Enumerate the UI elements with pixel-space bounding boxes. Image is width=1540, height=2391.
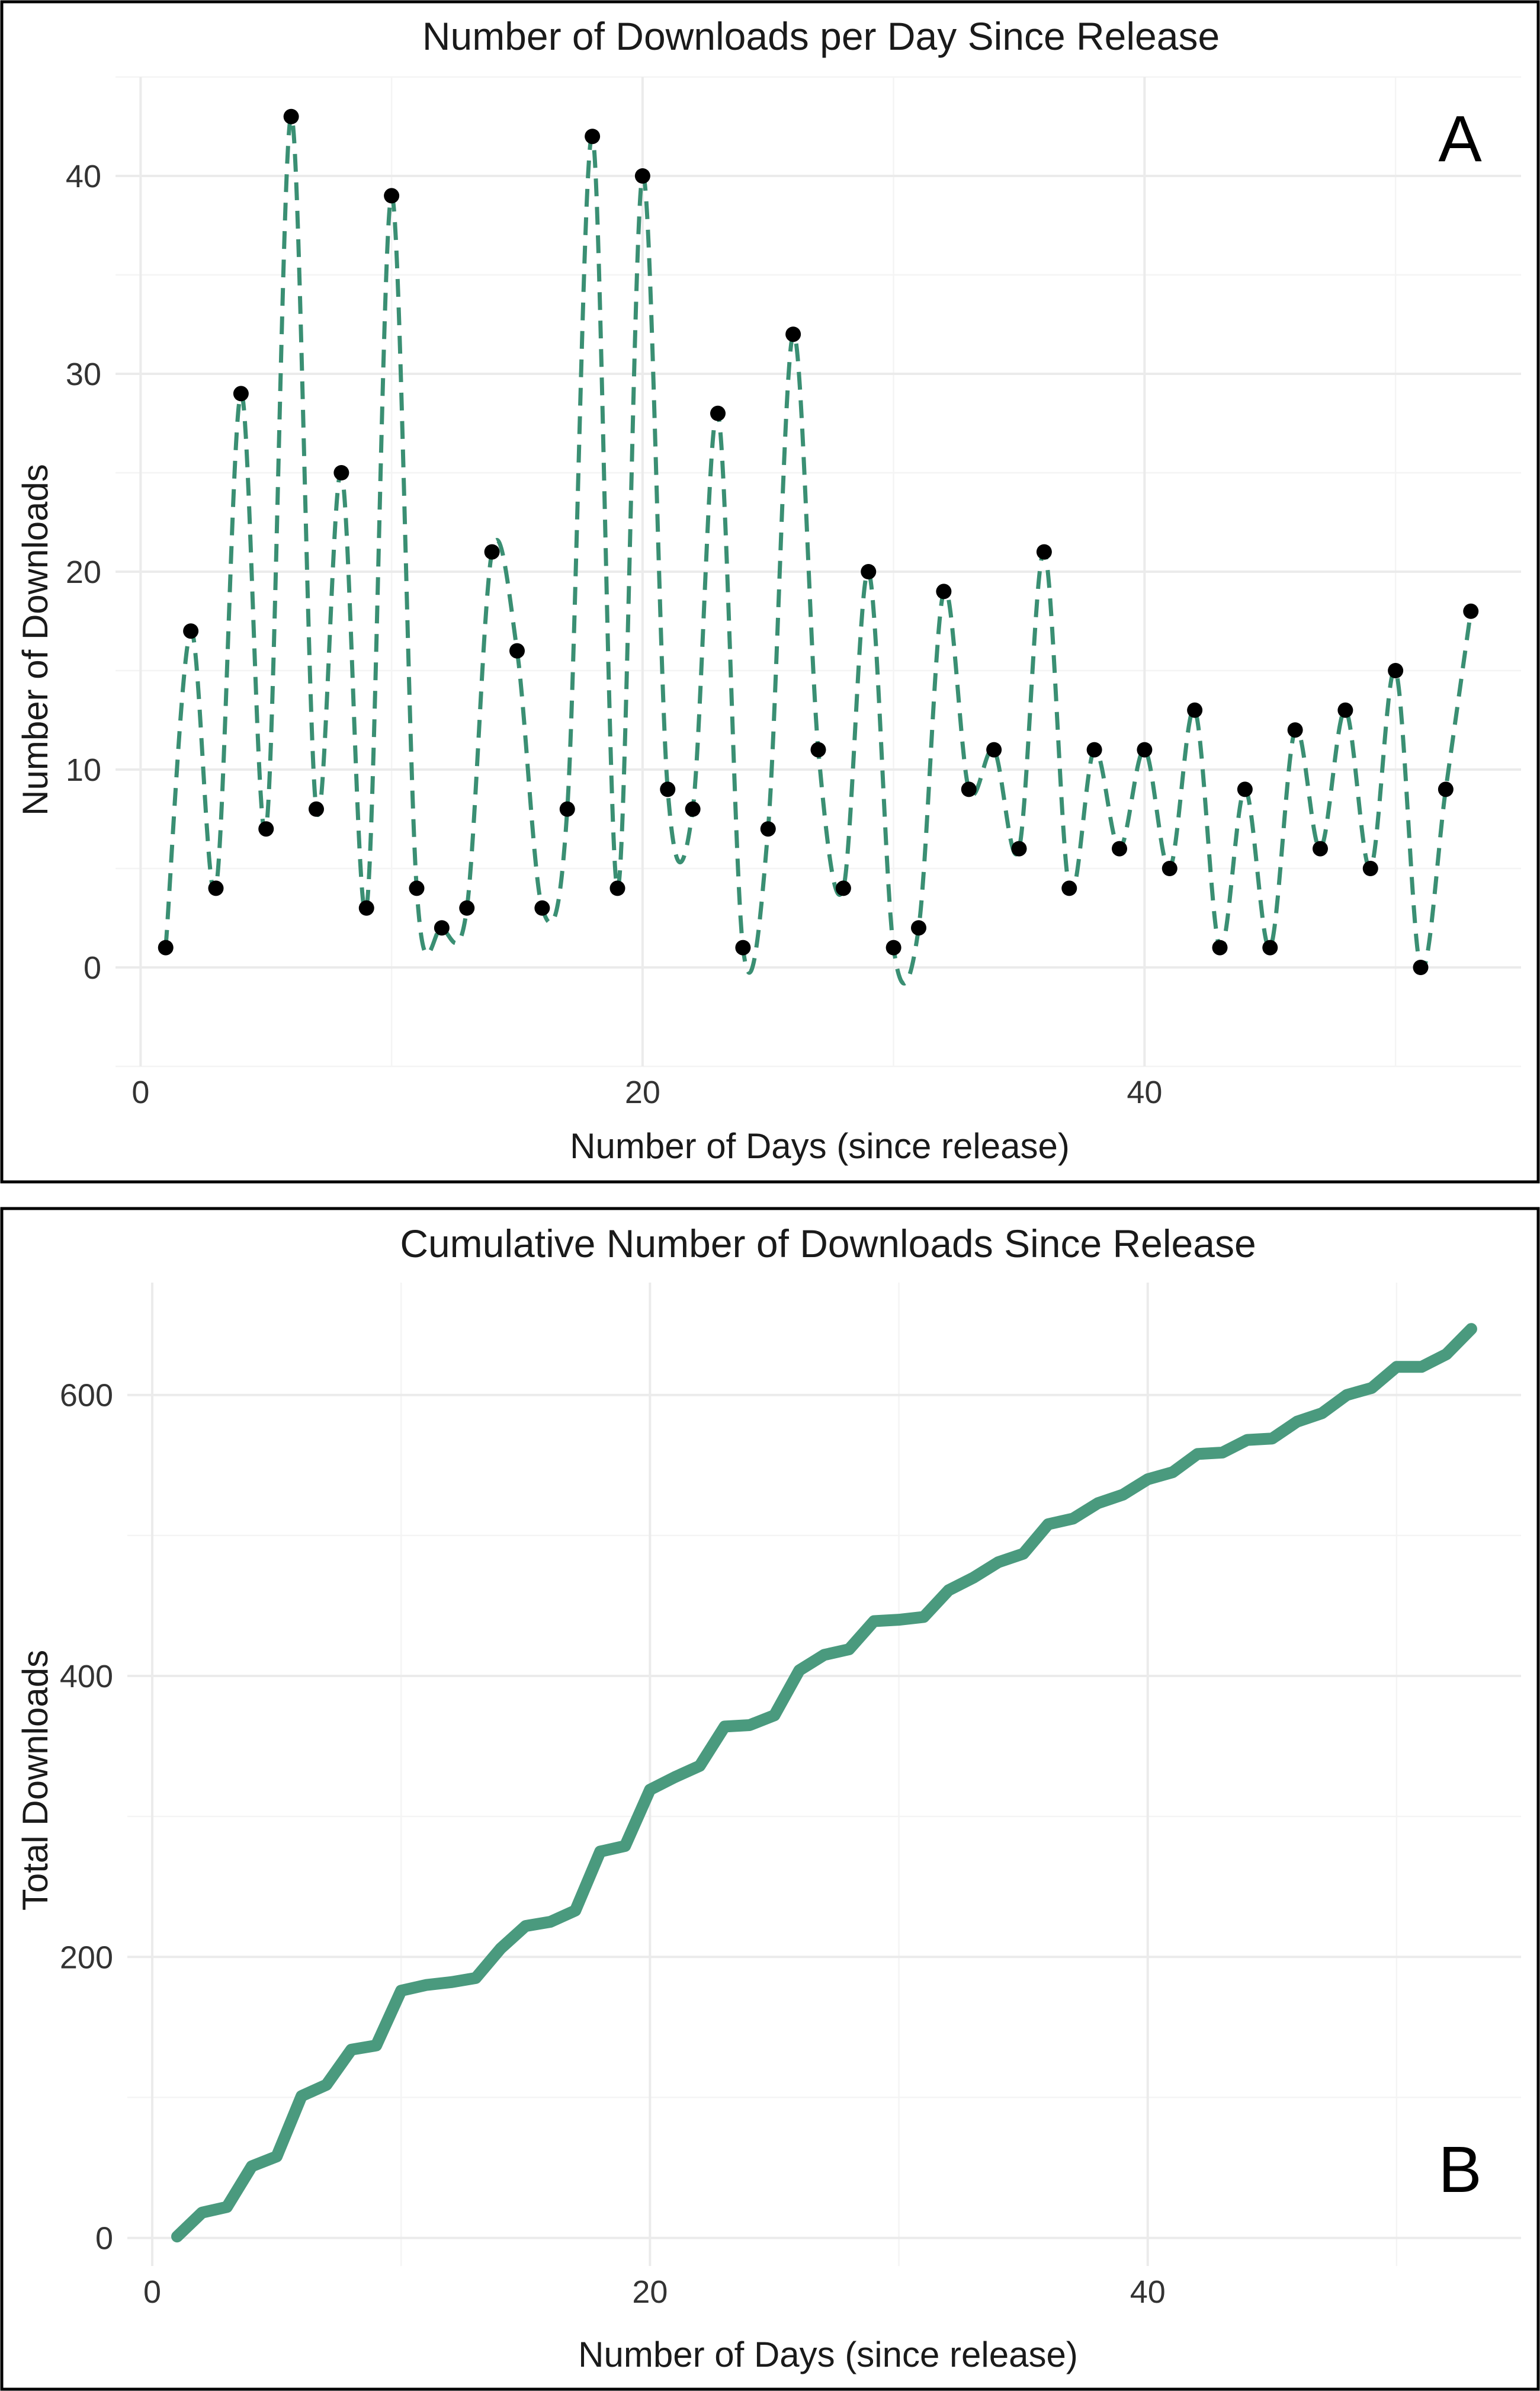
y-tick-label: 200 bbox=[60, 1940, 113, 1975]
panel-a-letter: A bbox=[1438, 102, 1482, 175]
data-point bbox=[835, 880, 851, 896]
data-point bbox=[585, 129, 601, 145]
y-tick-label: 40 bbox=[66, 159, 101, 194]
data-point bbox=[1212, 940, 1228, 956]
data-point bbox=[208, 880, 224, 896]
x-tick-label: 20 bbox=[625, 1075, 660, 1110]
data-point bbox=[459, 900, 475, 916]
panel-a-y-axis-label: Number of Downloads bbox=[15, 464, 55, 816]
data-point bbox=[685, 801, 701, 817]
data-point bbox=[760, 821, 776, 837]
panel-b-y-axis-label: Total Downloads bbox=[15, 1650, 55, 1911]
data-point bbox=[283, 108, 299, 124]
panel-b-cumulative-line bbox=[171, 1323, 1477, 2243]
panel-a-x-axis-label: Number of Days (since release) bbox=[570, 1126, 1070, 1166]
data-point bbox=[1237, 781, 1253, 797]
data-point bbox=[1011, 841, 1027, 857]
data-point bbox=[660, 781, 676, 797]
x-tick-label: 20 bbox=[632, 2274, 668, 2310]
panel-a-title: Number of Downloads per Day Since Releas… bbox=[422, 14, 1220, 58]
panel-a-grid bbox=[116, 76, 1521, 1068]
panel-b-letter: B bbox=[1438, 2133, 1481, 2206]
data-point bbox=[158, 940, 174, 956]
data-point bbox=[1413, 960, 1429, 975]
data-point bbox=[1162, 861, 1178, 876]
data-point bbox=[484, 544, 500, 560]
x-tick-label: 0 bbox=[131, 1075, 149, 1110]
data-point bbox=[1061, 880, 1077, 896]
data-point bbox=[936, 584, 952, 600]
data-point bbox=[1086, 742, 1102, 758]
x-tick-label: 40 bbox=[1130, 2274, 1166, 2310]
data-point bbox=[1036, 544, 1052, 560]
data-point bbox=[233, 386, 249, 402]
data-point bbox=[1137, 742, 1153, 758]
data-point bbox=[1262, 940, 1278, 956]
data-point bbox=[434, 920, 450, 936]
panel-b: Cumulative Number of Downloads Since Rel… bbox=[0, 1207, 1540, 2391]
y-tick-label: 0 bbox=[95, 2221, 113, 2257]
data-point bbox=[509, 643, 525, 659]
panel-b-frame bbox=[0, 1207, 1540, 2391]
data-point bbox=[735, 940, 751, 956]
y-tick-label: 10 bbox=[66, 752, 101, 788]
panel-a-points bbox=[158, 108, 1479, 975]
data-point bbox=[534, 900, 550, 916]
data-point bbox=[333, 465, 349, 480]
y-tick-label: 0 bbox=[84, 950, 101, 986]
y-tick-label: 20 bbox=[66, 555, 101, 590]
panel-a: Number of Downloads per Day Since Releas… bbox=[0, 0, 1540, 1184]
data-point bbox=[1112, 841, 1127, 857]
data-point bbox=[1187, 702, 1203, 718]
data-point bbox=[1287, 722, 1303, 738]
data-point bbox=[810, 742, 826, 758]
data-point bbox=[1362, 861, 1378, 876]
data-point bbox=[785, 326, 801, 342]
data-point bbox=[861, 564, 877, 579]
data-point bbox=[384, 188, 400, 204]
panel-a-frame bbox=[0, 0, 1540, 1184]
data-point bbox=[634, 168, 650, 184]
data-point bbox=[258, 821, 274, 837]
data-point bbox=[309, 801, 324, 817]
data-point bbox=[183, 623, 199, 639]
panel-b-title: Cumulative Number of Downloads Since Rel… bbox=[400, 1222, 1256, 1265]
data-point bbox=[1438, 781, 1454, 797]
panel-a-ticks: 0 20 40 0 10 20 30 40 bbox=[66, 159, 1162, 1110]
data-point bbox=[911, 920, 926, 936]
x-tick-label: 0 bbox=[143, 2274, 161, 2310]
panel-b-x-axis-label: Number of Days (since release) bbox=[578, 2335, 1078, 2374]
data-point bbox=[710, 405, 726, 421]
y-tick-label: 600 bbox=[60, 1378, 113, 1414]
y-tick-label: 400 bbox=[60, 1659, 113, 1694]
data-point bbox=[886, 940, 901, 956]
data-point bbox=[409, 880, 425, 896]
data-point bbox=[986, 742, 1002, 758]
data-point bbox=[559, 801, 575, 817]
data-point bbox=[1337, 702, 1353, 718]
data-point bbox=[1313, 841, 1328, 857]
x-tick-label: 40 bbox=[1127, 1075, 1162, 1110]
data-point bbox=[609, 880, 625, 896]
y-tick-label: 30 bbox=[66, 357, 101, 392]
data-point bbox=[1463, 603, 1479, 619]
data-point bbox=[358, 900, 374, 916]
data-point bbox=[1388, 663, 1404, 678]
panel-b-grid bbox=[127, 1283, 1521, 2266]
data-point bbox=[961, 781, 977, 797]
